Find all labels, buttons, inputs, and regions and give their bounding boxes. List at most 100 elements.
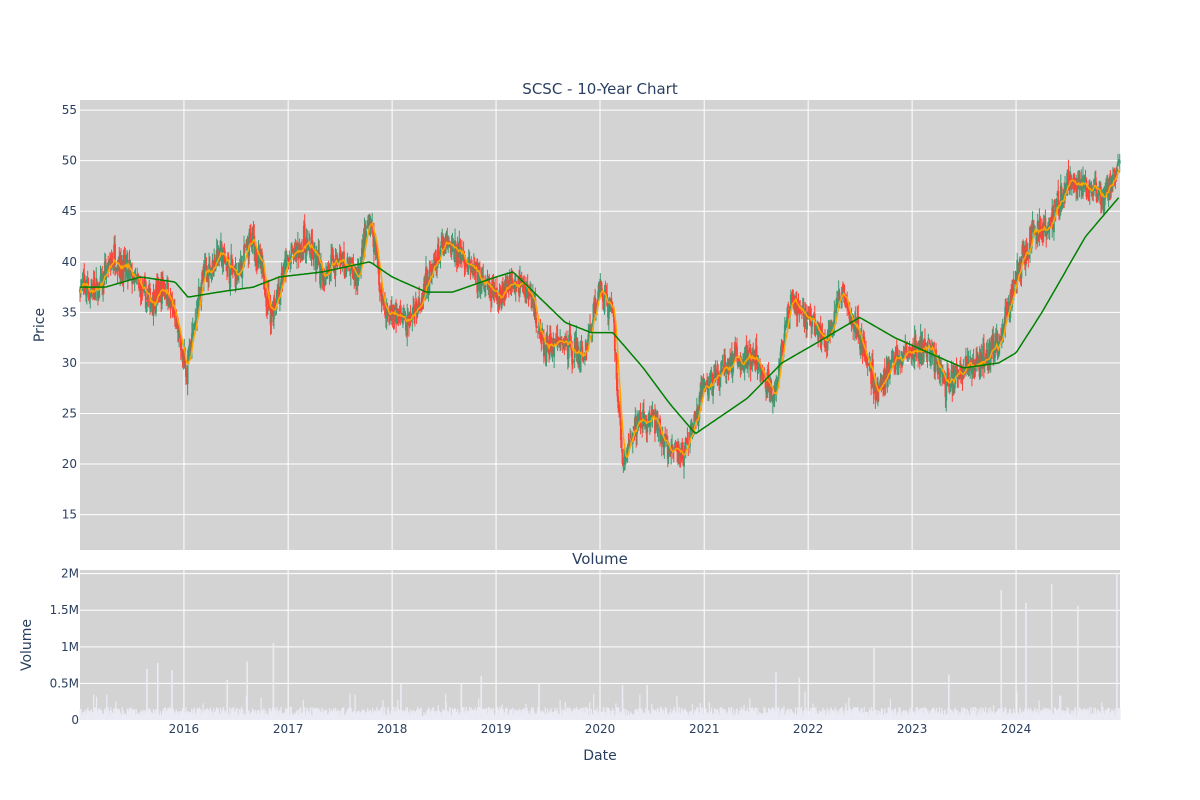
candle-body (477, 270, 480, 291)
candle-body (265, 296, 268, 307)
candle-body (605, 289, 608, 297)
candle-body (264, 293, 267, 298)
candle-body (450, 241, 453, 255)
volume-bar (211, 711, 213, 720)
candle-body (237, 273, 239, 281)
volume-bar (303, 707, 306, 720)
candle-body (847, 303, 849, 310)
price-tick-label: 35 (62, 305, 77, 319)
volume-bar (880, 707, 882, 720)
volume-bar (889, 699, 892, 720)
candle-body (727, 367, 730, 375)
candle-body (842, 284, 845, 293)
volume-bar (306, 708, 308, 720)
candle-body (1053, 205, 1056, 207)
volume-bar (93, 694, 95, 720)
candle-body (221, 256, 224, 265)
candle-body (636, 416, 639, 420)
volume-bar (787, 708, 789, 720)
candle-body (205, 266, 208, 274)
candle-body (1098, 190, 1101, 196)
volume-bar (936, 707, 938, 720)
candle-body (608, 301, 611, 308)
candle-body (324, 275, 327, 286)
candle-body (286, 254, 289, 260)
volume-bar (881, 709, 884, 720)
candle-body (468, 258, 471, 261)
candle-body (939, 365, 942, 378)
volume-bar (1119, 708, 1121, 720)
x-axis-title: Date (583, 748, 616, 764)
candle-body (202, 264, 205, 280)
candle-body (815, 329, 818, 331)
candle-body (928, 339, 931, 343)
volume-spike-bar (1050, 583, 1053, 720)
candle-body (1096, 193, 1099, 199)
chart-title: SCSC - 10-Year Chart (522, 80, 678, 98)
volume-bar (944, 709, 946, 720)
volume-bar (660, 707, 663, 720)
candle-body (708, 382, 711, 386)
candle-body (301, 247, 304, 251)
candle-body (844, 300, 847, 307)
candle-body (696, 406, 699, 423)
candle-body (1106, 178, 1109, 195)
candle-body (1054, 207, 1057, 212)
volume-bar (1022, 710, 1024, 720)
candle-body (706, 380, 708, 388)
candle-body (564, 339, 567, 347)
volume-bar (1044, 709, 1046, 720)
candle-body (140, 289, 143, 295)
candle-body (853, 321, 856, 333)
volume-bar (938, 707, 941, 720)
price-y-tick-labels: 15 20 25 30 35 40 45 50 55 (62, 103, 77, 521)
candle-body (663, 438, 666, 449)
volume-bar (680, 707, 683, 720)
volume-bar (409, 709, 411, 720)
volume-bar (691, 703, 693, 720)
volume-bar (1016, 692, 1018, 720)
candle-body (646, 422, 649, 433)
candle-body (194, 320, 197, 325)
volume-bar (321, 707, 323, 720)
candle-body (576, 337, 579, 354)
volume-bar (87, 707, 89, 720)
candle-body (836, 299, 838, 306)
volume-bar (358, 710, 360, 720)
candle-body (189, 341, 192, 349)
candle-body (899, 359, 902, 366)
volume-bar (523, 707, 525, 720)
candle-body (173, 308, 176, 319)
candle-body (826, 333, 829, 351)
volume-y-tick-labels: 0 0.5M 1M 1.5M 2M (50, 567, 79, 727)
volume-spike-bar (621, 684, 624, 720)
candle-body (339, 249, 342, 266)
x-tick-label: 2024 (1001, 722, 1032, 736)
candle-body (539, 328, 542, 336)
candle-body (607, 303, 610, 320)
volume-bar (370, 711, 372, 720)
candle-body (1087, 192, 1090, 194)
volume-bar (560, 710, 562, 720)
volume-bar (843, 710, 845, 720)
candle-body (471, 263, 474, 274)
candle-body (263, 279, 266, 290)
volume-bar (644, 708, 647, 720)
volume-bar (183, 709, 185, 720)
candle-body (246, 238, 249, 249)
candle-body (1012, 281, 1015, 296)
candle-body (435, 257, 438, 268)
candle-body (313, 251, 315, 259)
candle-body (270, 312, 273, 323)
candle-body (1057, 191, 1060, 209)
candle-body (674, 445, 677, 449)
volume-bar (622, 708, 624, 720)
candle-body (999, 337, 1002, 340)
candle-body (196, 300, 198, 324)
volume-bar (276, 707, 278, 720)
volume-bar (433, 708, 435, 720)
candle-body (654, 416, 657, 433)
candle-body (668, 450, 671, 454)
volume-bar (687, 712, 689, 720)
candle-body (622, 467, 625, 469)
